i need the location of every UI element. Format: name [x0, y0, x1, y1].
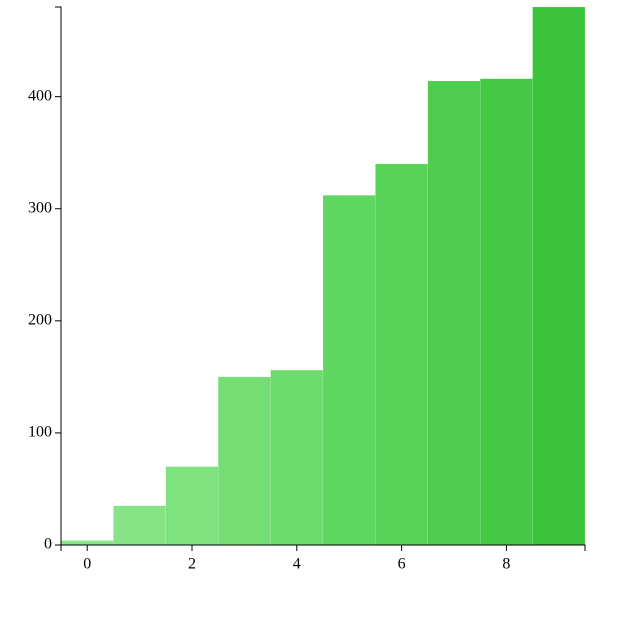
- x-tick-label: 4: [293, 556, 301, 573]
- bar: [113, 505, 167, 546]
- x-tick-label: 2: [188, 556, 196, 573]
- bar: [217, 376, 271, 546]
- bar: [322, 195, 376, 546]
- bar: [270, 369, 324, 546]
- y-tick-label: 300: [28, 199, 52, 216]
- x-tick-label: 0: [83, 556, 91, 573]
- bar: [427, 80, 481, 546]
- bar: [165, 466, 219, 546]
- bar: [532, 6, 586, 546]
- y-axis: [55, 6, 62, 546]
- bar: [479, 78, 533, 546]
- y-tick-label: 200: [28, 312, 52, 329]
- x-axis: [60, 544, 586, 551]
- x-tick-label: 6: [398, 556, 406, 573]
- y-tick-label: 0: [44, 536, 52, 553]
- y-tick-label: 100: [28, 424, 52, 441]
- x-tick-label: 8: [502, 556, 510, 573]
- y-tick-label: 400: [28, 87, 52, 104]
- bar: [60, 540, 114, 546]
- bar: [375, 163, 429, 546]
